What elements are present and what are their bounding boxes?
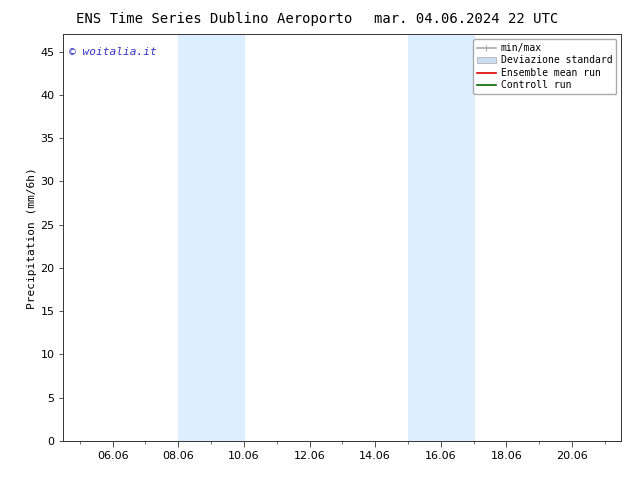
- Y-axis label: Precipitation (mm/6h): Precipitation (mm/6h): [27, 167, 37, 309]
- Bar: [178, 34, 244, 441]
- Text: ENS Time Series Dublino Aeroporto: ENS Time Series Dublino Aeroporto: [76, 12, 353, 26]
- Text: © woitalia.it: © woitalia.it: [69, 47, 157, 56]
- Bar: [408, 34, 474, 441]
- Legend: min/max, Deviazione standard, Ensemble mean run, Controll run: min/max, Deviazione standard, Ensemble m…: [473, 39, 616, 94]
- Text: mar. 04.06.2024 22 UTC: mar. 04.06.2024 22 UTC: [373, 12, 558, 26]
